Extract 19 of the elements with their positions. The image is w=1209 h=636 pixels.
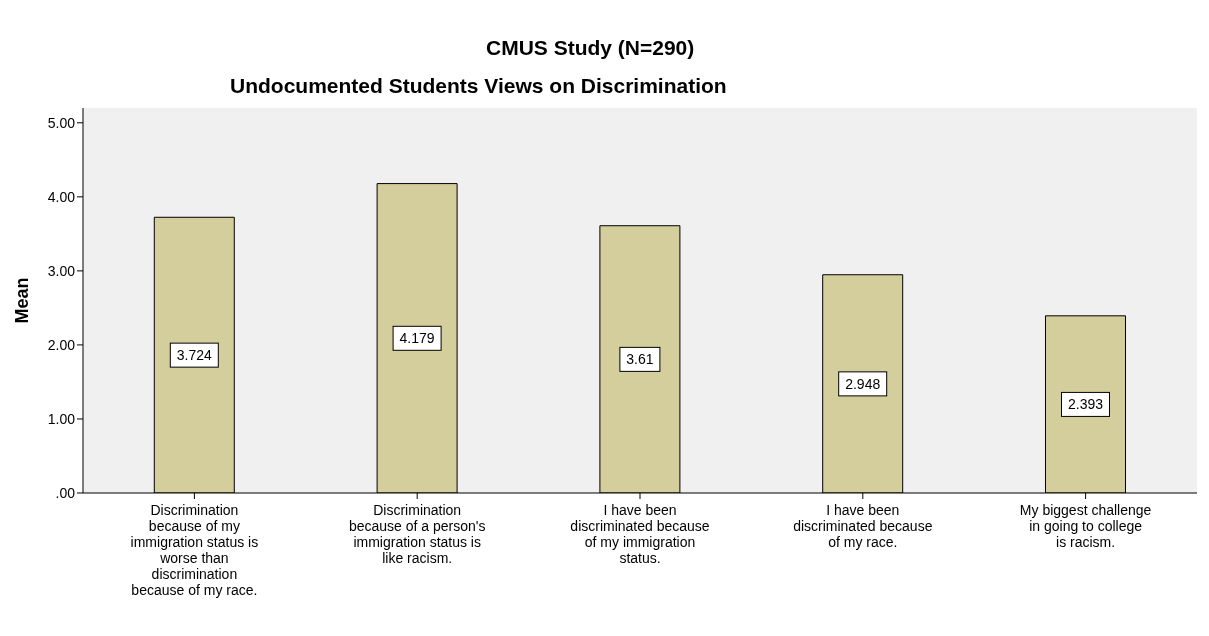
y-axis-title: Mean (12, 277, 33, 324)
y-tick-label: 1.00 (47, 410, 76, 427)
y-tick-label: 4.00 (47, 188, 76, 205)
x-tick-label: I have been discriminated because of my race. (793, 502, 933, 550)
data-label: 2.948 (845, 375, 881, 392)
y-tick-label: 2.00 (47, 336, 76, 353)
x-tick-label: I have been discriminated because of my immigration status. (570, 502, 710, 566)
y-tick-label: 3.00 (47, 262, 76, 279)
x-tick-label: Discrimination because of my immigration status is worse than discrimination because of my race. (130, 502, 259, 598)
data-label: 3.61 (626, 351, 654, 368)
chart-title: CMUS Study (N=290) (485, 36, 696, 60)
y-tick-label: .00 (55, 484, 76, 501)
chart-subtitle: Undocumented Students Views on Discrimination (229, 74, 728, 98)
x-tick-label: Discrimination because of a person's immigration status is like racism. (348, 502, 486, 566)
y-tick-label: 5.00 (47, 114, 76, 131)
data-label: 4.179 (399, 330, 435, 347)
data-label: 3.724 (176, 347, 213, 364)
x-tick-label: My biggest challenge in going to college is racism. (1019, 502, 1152, 550)
data-label: 2.393 (1067, 396, 1104, 413)
